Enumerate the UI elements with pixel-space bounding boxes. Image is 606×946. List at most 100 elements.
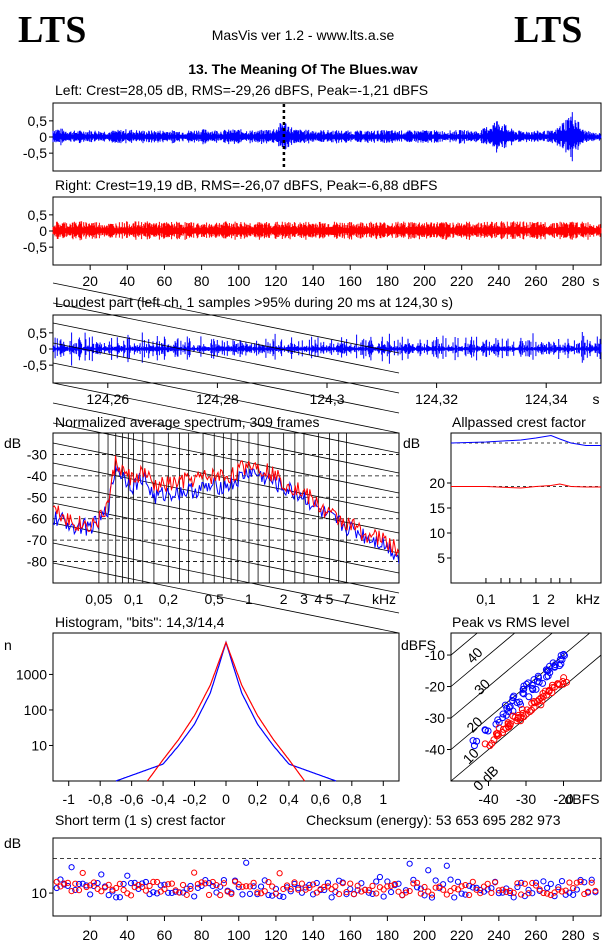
peak-rms-point-0	[513, 698, 521, 706]
short-crest-point-1	[243, 883, 250, 890]
right-wave-xtick: 100	[227, 273, 251, 289]
peak-rms-point-1	[554, 680, 562, 688]
short-crest-point-1	[454, 886, 462, 893]
short-crest-point-0	[298, 889, 306, 896]
short-crest-point-0	[570, 891, 577, 898]
short-crest-point-1	[153, 878, 161, 886]
logo-right: LTS	[514, 9, 583, 51]
short-crest-title: Short term (1 s) crest factor	[55, 812, 226, 828]
allpass-xunit: kHz	[576, 591, 600, 607]
peak-rms-point-1	[537, 701, 545, 709]
short-crest-point-1	[283, 882, 291, 889]
short-crest-point-1	[72, 880, 79, 887]
short-crest-point-0	[518, 879, 525, 886]
peak-rms-ytick: -10	[425, 647, 445, 663]
histogram-ylabel: n	[4, 637, 12, 653]
right-wave-xtick: 80	[194, 273, 210, 289]
short-crest-point-0	[466, 882, 473, 889]
short-crest-point-0	[432, 877, 439, 884]
short-crest-point-0	[250, 883, 257, 890]
spectrum-grid-diag	[52, 422, 400, 494]
short-crest-frame	[52, 837, 602, 917]
short-crest-point-0	[510, 894, 517, 901]
peak-rms-point-1	[539, 690, 547, 698]
short-crest-point-0	[246, 890, 254, 898]
short-crest-point-0	[495, 890, 502, 897]
short-crest-point-1	[220, 880, 228, 887]
short-crest-point-1	[466, 891, 473, 899]
short-crest-point-1	[272, 890, 280, 897]
file-name: 13. The Meaning Of The Blues.wav	[188, 61, 418, 77]
short-crest-point-1	[116, 880, 123, 887]
peak-rms-diag-label: 20	[463, 713, 485, 735]
short-crest-point-0	[413, 884, 421, 891]
allpass-ytick: 5	[437, 550, 445, 566]
short-crest-point-0	[525, 886, 532, 893]
spectrum-grid-diag	[52, 502, 400, 574]
peak-rms-point-0	[510, 692, 518, 700]
short-crest-point-0	[280, 893, 287, 900]
short-crest-point-0	[187, 882, 194, 890]
peak-rms-point-1	[518, 705, 526, 713]
right-wave-xtick: 220	[450, 273, 474, 289]
short-crest-point-0	[428, 894, 436, 901]
short-crest-point-0	[540, 878, 547, 885]
peak-rms-point-0	[556, 656, 564, 664]
short-crest-point-1	[339, 880, 346, 887]
short-crest-point-1	[194, 881, 201, 888]
short-crest-point-0	[139, 880, 146, 887]
short-crest-point-1	[525, 890, 532, 897]
short-crest-point-1	[458, 883, 465, 890]
left-wave-trace	[52, 112, 602, 162]
short-crest-point-0	[410, 876, 417, 883]
short-crest-point-0	[354, 887, 361, 894]
peak-rms-point-0	[533, 677, 541, 685]
short-crest-point-0	[75, 880, 83, 888]
short-crest-point-1	[495, 887, 502, 894]
peak-rms-diag	[451, 633, 553, 719]
spectrum-grid-diag	[52, 362, 400, 434]
peak-rms-xtick: -40	[478, 791, 498, 807]
short-crest-point-1	[120, 886, 127, 894]
short-crest-point-1	[510, 889, 517, 896]
short-crest-point-1	[551, 889, 558, 896]
short-crest-ytick: 10	[31, 885, 47, 901]
short-crest-point-1	[139, 883, 146, 891]
short-crest-point-0	[153, 890, 161, 897]
histogram-xtick: -0,2	[182, 791, 206, 807]
right-wave-xunit: s	[593, 273, 600, 289]
right-wave-title: Right: Crest=19,19 dB, RMS=-26,07 dBFS, …	[55, 177, 437, 193]
short-crest-point-1	[518, 891, 525, 898]
short-crest-point-0	[532, 879, 540, 886]
short-crest-point-1	[592, 887, 599, 895]
short-crest-point-1	[146, 882, 153, 890]
short-crest-point-1	[276, 870, 283, 877]
histogram-series-0	[115, 640, 337, 782]
spectrum-grid-diag	[52, 562, 400, 634]
peak-rms-point-0	[469, 737, 477, 745]
peak-rms-point-1	[504, 719, 512, 727]
short-crest-point-0	[220, 877, 228, 884]
short-crest-point-1	[213, 882, 220, 889]
short-crest-point-1	[384, 883, 391, 890]
histogram-xtick: -0,4	[151, 791, 175, 807]
spectrum-ytick: -40	[27, 468, 47, 484]
histogram-xtick: 0	[222, 791, 230, 807]
short-crest-point-1	[113, 884, 120, 892]
short-crest-point-0	[150, 889, 157, 896]
allpass-title: Allpassed crest factor	[452, 414, 586, 430]
short-crest-point-1	[187, 885, 194, 893]
peak-rms-xtick: -20	[553, 791, 573, 807]
allpass-xtick: 2	[547, 591, 555, 607]
spectrum-grid-diag	[52, 402, 400, 474]
spectrum-grid-diag	[52, 282, 400, 354]
histogram-xtick: 0,4	[279, 791, 299, 807]
loudest-xtick: 124,26	[86, 391, 129, 407]
short-crest-point-1	[373, 890, 380, 897]
short-crest-point-1	[573, 879, 580, 886]
short-crest-point-0	[458, 890, 465, 897]
short-crest-checksum: Checksum (energy): 53 653 695 282 973	[306, 812, 561, 828]
short-crest-point-1	[577, 878, 584, 885]
short-crest-point-1	[558, 888, 566, 895]
short-crest-point-0	[157, 882, 164, 889]
